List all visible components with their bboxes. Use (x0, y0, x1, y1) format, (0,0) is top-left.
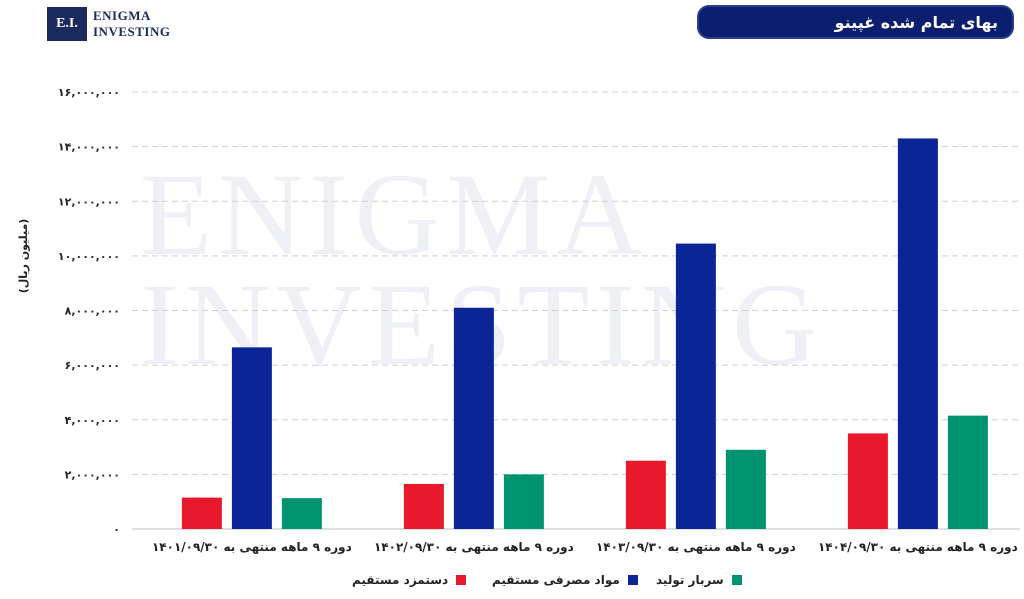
x-tick-label: دوره ۹ ماهه منتهی به ۱۴۰۴/۰۹/۳۰ (818, 540, 1018, 555)
bar (947, 415, 988, 529)
bar (897, 138, 938, 529)
y-axis-label: (میلیون ریال) (17, 219, 30, 294)
legend: دستمزد مستقیم مواد مصرفی مستقیم سربار تولی… (0, 573, 1024, 593)
legend-item: دستمزد مستقیم (352, 573, 467, 587)
bar (403, 483, 444, 529)
legend-label: دستمزد مستقیم (352, 573, 449, 587)
legend-swatch (731, 575, 742, 585)
x-tick-label: دوره ۹ ماهه منتهی به ۱۴۰۲/۰۹/۳۰ (374, 540, 574, 555)
bar (231, 347, 272, 529)
y-tick-label: ۱۶,۰۰۰,۰۰۰ (58, 86, 120, 99)
logo-line-1: ENIGMA (93, 8, 151, 23)
brand-logo: E.I. ENIGMA INVESTING (47, 6, 170, 42)
logo-mark: E.I. (47, 7, 87, 41)
x-tick-label: دوره ۹ ماهه منتهی به ۱۴۰۳/۰۹/۳۰ (596, 540, 796, 555)
logo-text: ENIGMA INVESTING (93, 8, 170, 40)
legend-swatch (627, 575, 638, 585)
bar (725, 449, 766, 529)
chart-title: بهای تمام شده غپینو (697, 5, 1014, 39)
legend-label: مواد مصرفی مستقیم (492, 573, 620, 587)
y-tick-label: ۱۰,۰۰۰,۰۰۰ (58, 250, 120, 263)
x-tick-label: دوره ۹ ماهه منتهی به ۱۴۰۱/۰۹/۳۰ (152, 540, 352, 555)
y-tick-label: ۶,۰۰۰,۰۰۰ (65, 359, 120, 372)
legend-label: سربار تولید (656, 573, 724, 587)
y-tick-label: ۸,۰۰۰,۰۰۰ (65, 305, 120, 318)
bar (181, 497, 222, 529)
y-tick-label: ۴,۰۰۰,۰۰۰ (65, 414, 120, 427)
y-tick-label: ۱۴,۰۰۰,۰۰۰ (58, 141, 120, 154)
bar (281, 498, 322, 529)
legend-swatch (456, 575, 467, 585)
bar (847, 433, 888, 529)
y-tick-label: ۰ (113, 523, 120, 536)
bar (625, 460, 666, 529)
y-tick-label: ۲,۰۰۰,۰۰۰ (65, 468, 120, 481)
legend-item: سربار تولید (656, 573, 742, 587)
logo-line-2: INVESTING (93, 24, 171, 39)
bar (675, 243, 716, 529)
bar (503, 474, 544, 529)
bar (453, 307, 494, 529)
legend-item: مواد مصرفی مستقیم (492, 573, 638, 587)
y-tick-label: ۱۲,۰۰۰,۰۰۰ (58, 195, 120, 208)
